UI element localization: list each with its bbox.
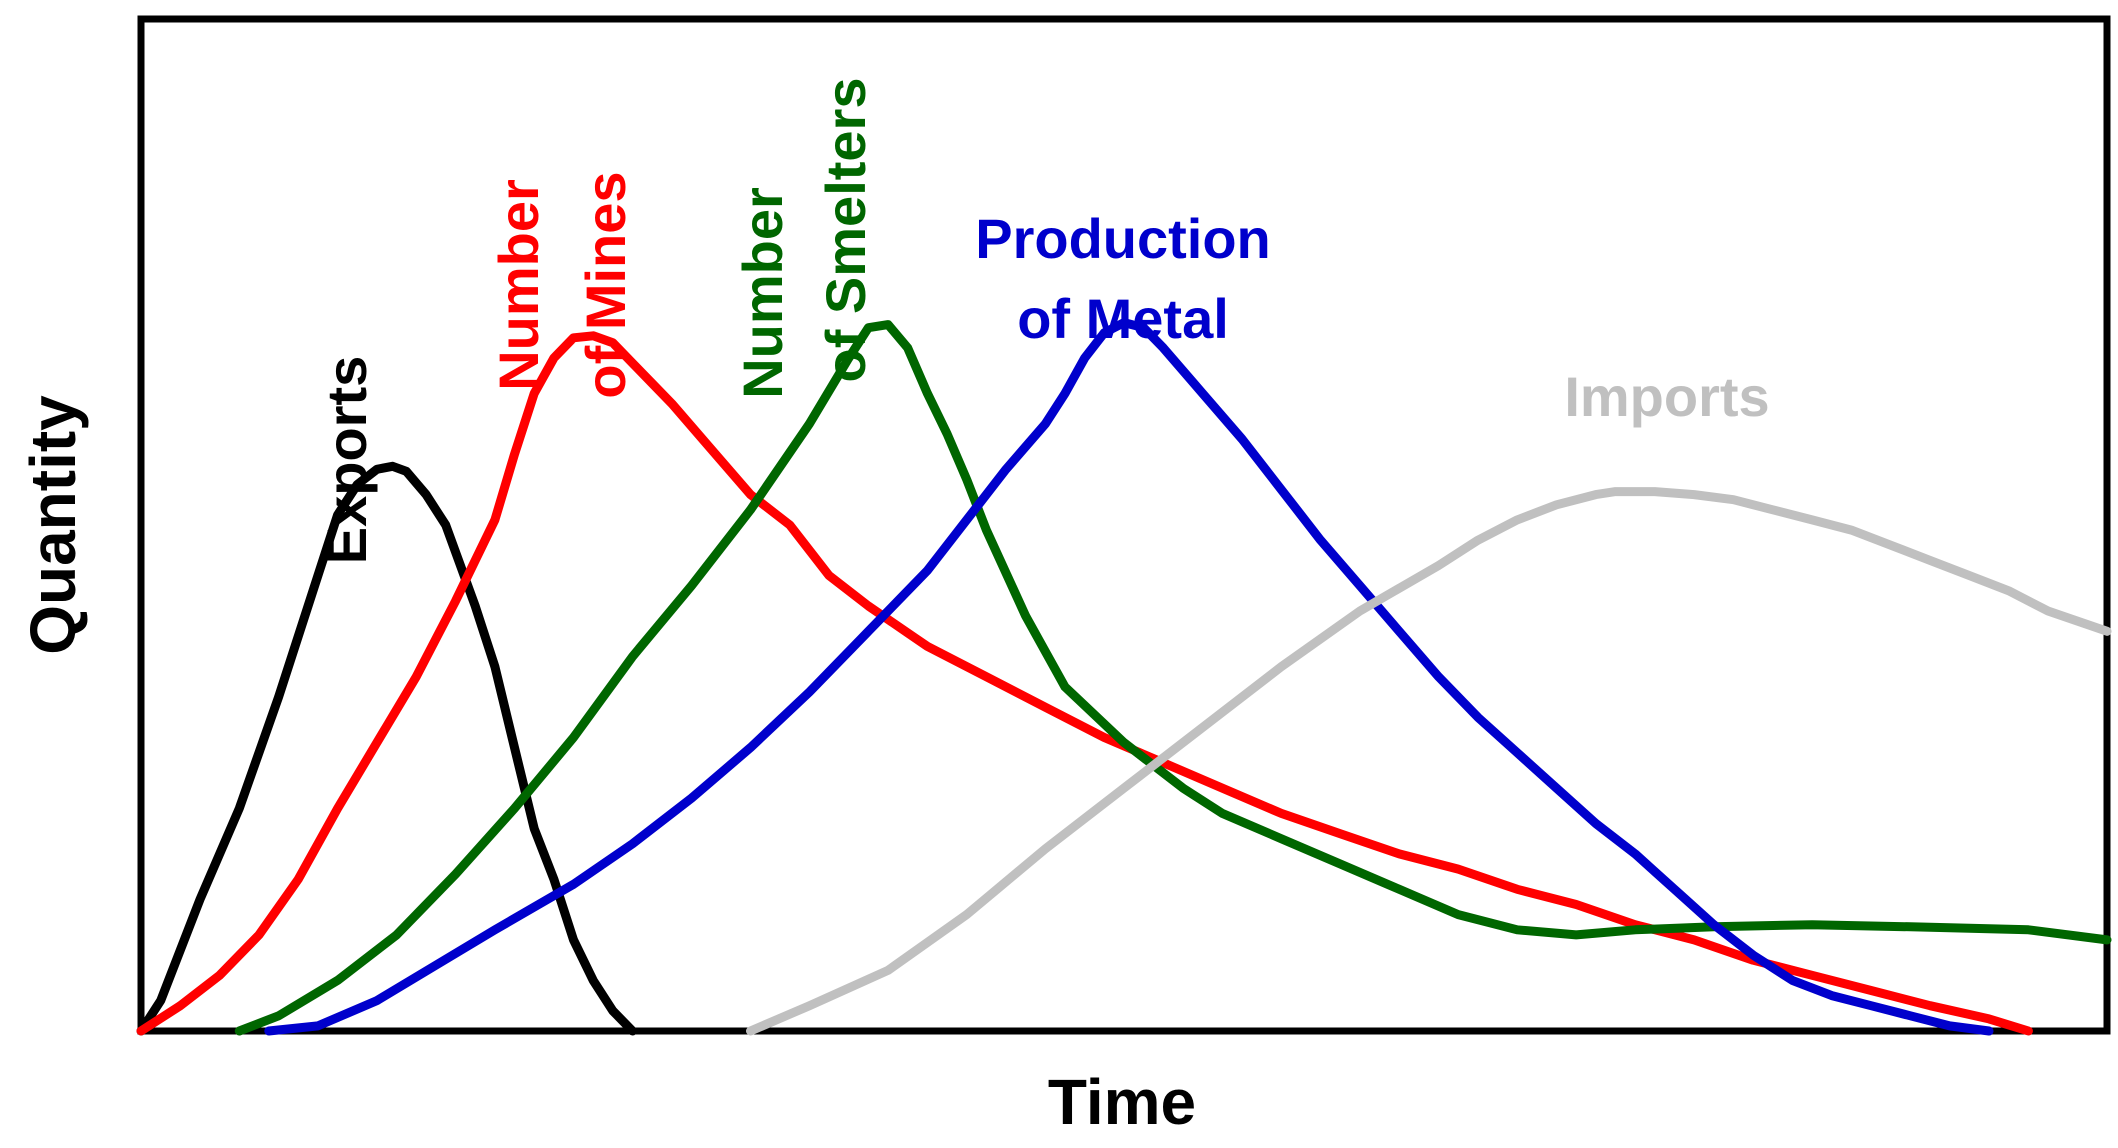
- series-label-exports: Exports: [315, 356, 378, 565]
- x-axis-title: Time: [1048, 1066, 1196, 1138]
- series-label-metal-line1: Production: [975, 207, 1271, 270]
- series-line-mines: [136, 331, 2033, 1036]
- series-curves: [136, 318, 2112, 1036]
- plot-area: [137, 15, 2111, 1035]
- series-line-metal: [264, 318, 1994, 1036]
- series-line-imports: [746, 487, 2112, 1036]
- series-label-smelters-line2: of Smelters: [814, 78, 877, 383]
- series-label-imports: Imports: [1564, 365, 1769, 428]
- series-label-metal-line2: of Metal: [1017, 287, 1229, 350]
- series-label-mines-line1: Number: [487, 179, 550, 391]
- series-label-smelters-line1: Number: [731, 187, 794, 399]
- series-line-exports: [136, 461, 637, 1036]
- series-label-mines-line2: of Mines: [574, 171, 637, 398]
- y-axis-title: Quantity: [17, 395, 89, 655]
- series-labels: Exports Number of Mines Number of Smelte…: [315, 78, 1770, 565]
